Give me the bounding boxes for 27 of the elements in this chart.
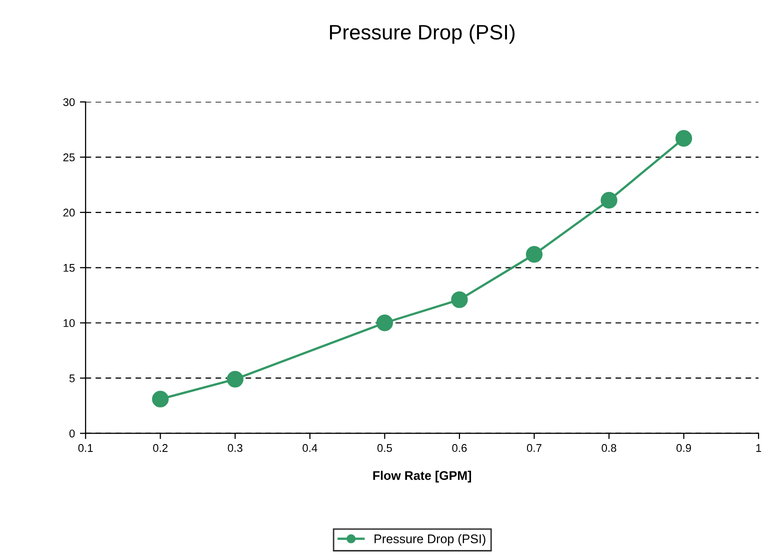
- y-tick-label: 5: [69, 374, 75, 382]
- x-tick-label: 0.1: [78, 444, 93, 452]
- point: [376, 314, 394, 332]
- y-tick-label: 0: [69, 430, 75, 438]
- x-tick-label: 0.6: [452, 444, 467, 452]
- x-axis-title: Flow Rate [GPM]: [373, 470, 472, 482]
- x-tick-label: 0.8: [602, 444, 616, 452]
- y-tick-label: 15: [64, 264, 75, 272]
- x-tick-label: 0.5: [377, 444, 392, 452]
- y-tick-label: 30: [63, 98, 75, 106]
- point: [152, 390, 169, 408]
- x-tick-label: 0.3: [228, 444, 242, 452]
- x-tick-label: 1: [756, 444, 762, 452]
- point: [600, 192, 618, 209]
- x-tick-label: 0.7: [526, 444, 542, 452]
- x-tick-label: 0.9: [676, 444, 691, 452]
- point: [675, 130, 692, 147]
- point: [526, 246, 543, 263]
- point: [226, 370, 244, 388]
- x-tick-label: 0.2: [153, 444, 168, 452]
- legend-label: Pressure Drop (PSI): [374, 534, 486, 546]
- y-tick-label: 10: [64, 319, 75, 328]
- y-tick-label: 20: [63, 208, 75, 217]
- y-tick-label: 25: [63, 153, 75, 162]
- chart-title: Pressure Drop (PSI): [330, 24, 515, 44]
- x-tick-label: 0.4: [302, 444, 318, 452]
- point: [451, 291, 468, 308]
